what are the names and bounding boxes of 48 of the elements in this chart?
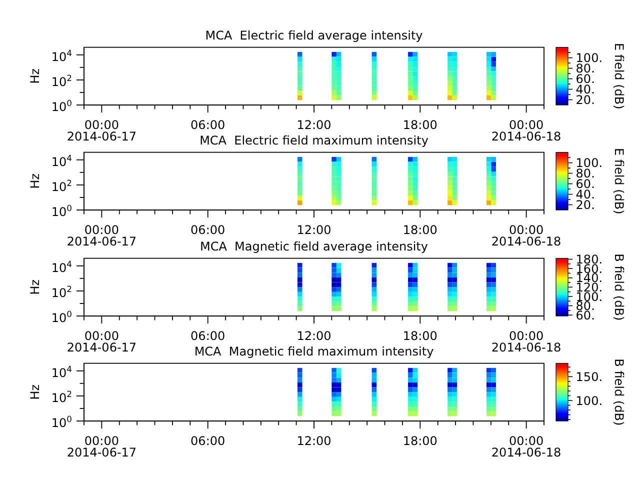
y-tick-label: 10$^{4}$ xyxy=(51,153,72,170)
x-tick-label: 18:00 xyxy=(402,223,438,238)
y-axis-title: Hz xyxy=(28,384,42,400)
y-tick-label: 10$^{0}$ xyxy=(51,203,72,220)
chart-title: MCA Magnetic field average intensity xyxy=(200,238,428,253)
color-bar-title: B field (dB) xyxy=(612,358,626,426)
color-bar-label: 20. xyxy=(576,93,595,108)
x-tick-label: 00:00 2014-06-17 xyxy=(66,223,137,249)
color-bar-title: E field (dB) xyxy=(612,42,626,110)
color-bar-label: 20. xyxy=(576,198,595,212)
color-bar-title: B field (dB) xyxy=(612,253,626,320)
x-tick-label: 12:00 xyxy=(296,223,332,238)
x-tick-label: 18:00 xyxy=(402,118,438,132)
y-tick-label: 10$^{4}$ xyxy=(51,48,72,64)
y-tick-label: 10$^{4}$ xyxy=(51,258,72,274)
x-tick-label: 00:00 2014-06-18 xyxy=(491,223,562,249)
chart-title: MCA Electric field average intensity xyxy=(205,28,423,42)
x-tick-label: 06:00 xyxy=(190,434,226,448)
y-tick-label: 10$^{2}$ xyxy=(51,388,72,405)
y-tick-label: 10$^{2}$ xyxy=(51,72,72,89)
y-axis-title: Hz xyxy=(28,174,42,190)
x-tick-label: 00:00 2014-06-17 xyxy=(66,434,137,460)
y-axis-title: Hz xyxy=(28,279,42,294)
x-tick-label: 00:00 2014-06-17 xyxy=(66,118,137,144)
x-tick-label: 18:00 xyxy=(402,434,438,448)
x-tick-label: 06:00 xyxy=(190,118,226,132)
x-tick-label: 00:00 2014-06-18 xyxy=(491,328,562,354)
y-tick-label: 10$^{2}$ xyxy=(51,178,72,194)
chart-title: MCA Magnetic field maximum intensity xyxy=(194,344,434,358)
x-tick-label: 12:00 xyxy=(296,434,332,448)
color-bar-label: 100. xyxy=(576,394,603,408)
color-bar-title: E field (dB) xyxy=(612,148,626,215)
x-tick-label: 18:00 xyxy=(402,328,438,343)
x-tick-label: 12:00 xyxy=(296,328,332,343)
x-tick-label: 00:00 2014-06-18 xyxy=(491,434,562,460)
y-tick-label: 10$^{0}$ xyxy=(51,308,72,325)
x-tick-label: 06:00 xyxy=(190,223,226,238)
y-tick-label: 10$^{0}$ xyxy=(51,414,72,430)
y-tick-label: 10$^{2}$ xyxy=(51,284,72,300)
y-tick-label: 10$^{0}$ xyxy=(51,98,72,114)
y-tick-label: 10$^{4}$ xyxy=(51,364,72,380)
chart-title: MCA Electric field maximum intensity xyxy=(200,134,428,148)
color-bar-label: 150. xyxy=(576,370,603,384)
x-tick-label: 06:00 xyxy=(190,328,226,343)
y-axis-title: Hz xyxy=(28,68,42,84)
x-tick-label: 12:00 xyxy=(296,118,332,132)
x-tick-label: 00:00 2014-06-18 xyxy=(491,118,562,144)
x-tick-label: 00:00 2014-06-17 xyxy=(66,328,137,354)
